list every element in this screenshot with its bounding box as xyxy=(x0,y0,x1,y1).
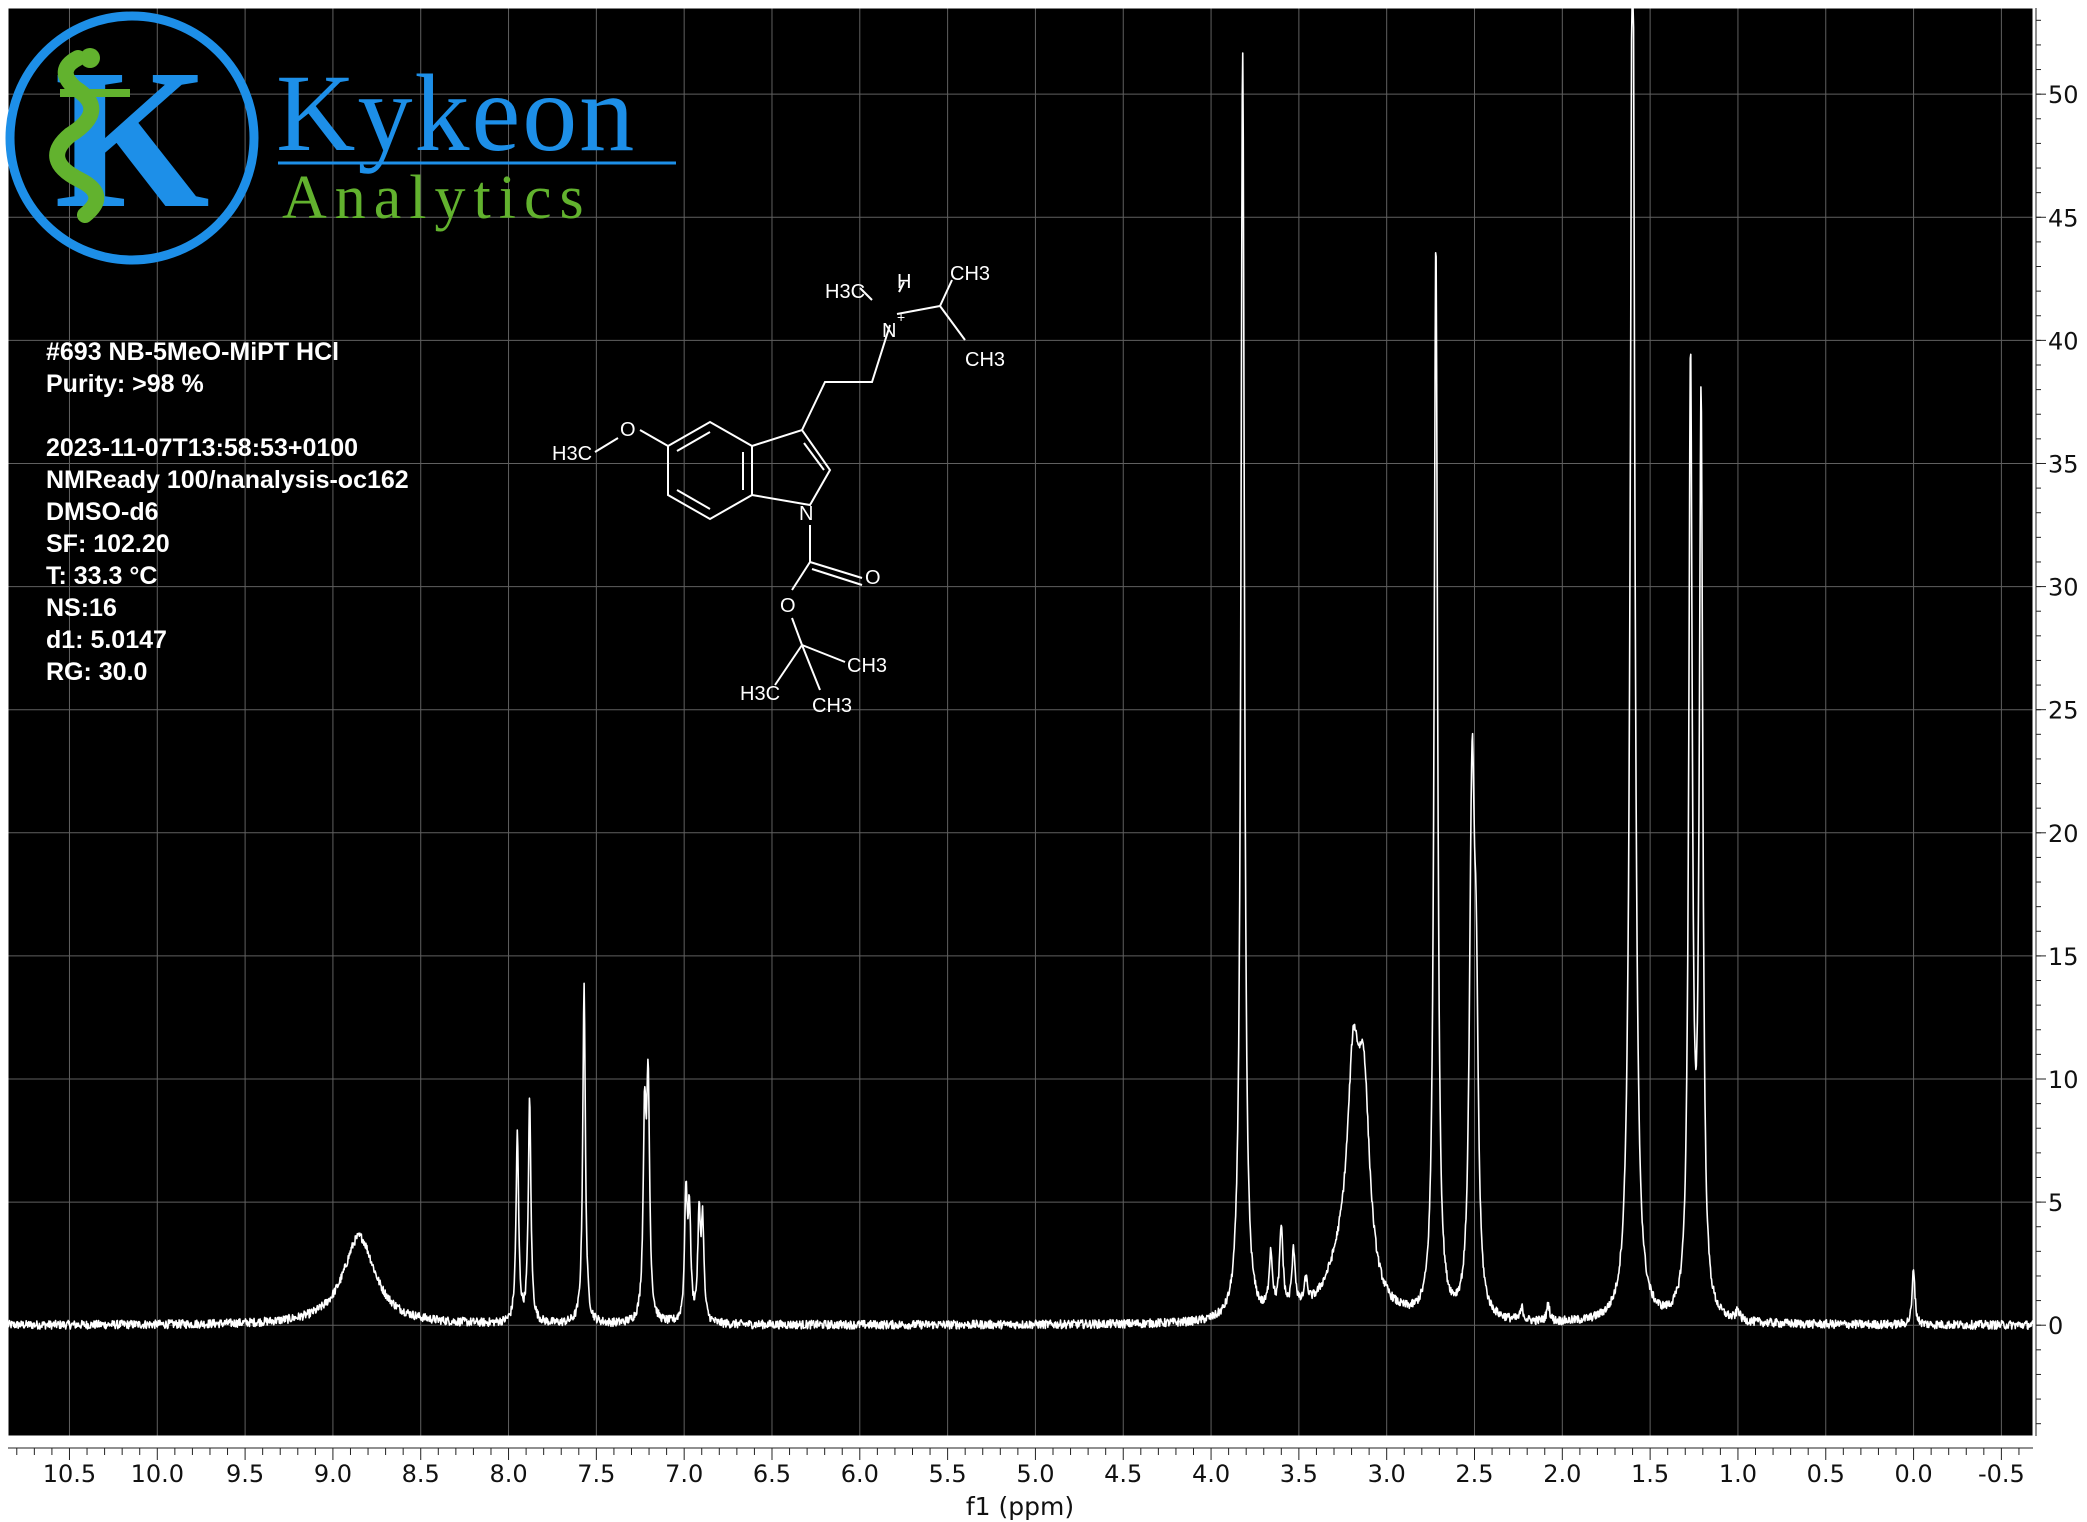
info-line: T: 33.3 °C xyxy=(46,562,157,590)
x-tick-label: 8.5 xyxy=(402,1460,440,1488)
y-tick-label: 40 xyxy=(2048,327,2079,355)
brand-name: Kykeon xyxy=(276,52,636,174)
x-tick-label: 2.5 xyxy=(1455,1460,1493,1488)
x-tick-label: 10.5 xyxy=(43,1460,96,1488)
molecule-bonds xyxy=(594,279,966,691)
molecule-structure: H3C O N O O H3C CH3 CH3 H3C H N + CH3 CH… xyxy=(552,263,1005,717)
x-tick-label: 7.0 xyxy=(665,1460,703,1488)
x-tick-label: 9.5 xyxy=(226,1460,264,1488)
y-tick-label: 30 xyxy=(2048,574,2079,602)
y-tick-label: 5 xyxy=(2048,1189,2063,1217)
y-axis: 0 5 10 15 20 25 30 35 40 45 50 xyxy=(2035,8,2079,1436)
x-axis-label: f1 (ppm) xyxy=(966,1492,1074,1521)
atom-label: CH3 xyxy=(847,655,887,677)
atom-label: H3C xyxy=(740,683,780,705)
info-line: SF: 102.20 xyxy=(46,530,170,558)
plot-frame xyxy=(7,7,2034,1437)
atom-label: H3C xyxy=(825,281,865,303)
info-line: 2023-11-07T13:58:53+0100 xyxy=(46,434,358,462)
y-tick-label: 20 xyxy=(2048,820,2079,848)
y-tick-label: 0 xyxy=(2048,1312,2063,1340)
atom-label: H3C xyxy=(552,443,592,465)
atom-label: O xyxy=(620,419,636,441)
x-tick-label: 6.0 xyxy=(841,1460,879,1488)
spectrum-trace xyxy=(7,7,2034,1330)
x-tick-label: 3.0 xyxy=(1368,1460,1406,1488)
x-axis: 10.5 10.0 9.5 9.0 8.5 8.0 7.5 7.0 6.5 6.0 5.5 5.0 4.… xyxy=(8,1447,2033,1488)
atom-label: N xyxy=(799,503,813,525)
x-tick-label: 3.5 xyxy=(1280,1460,1318,1488)
logo-snake-icon xyxy=(49,50,105,223)
atom-label: CH3 xyxy=(965,349,1005,371)
y-tick-label: 45 xyxy=(2048,204,2079,232)
info-line: RG: 30.0 xyxy=(46,658,147,686)
atom-label: + xyxy=(897,309,905,325)
info-line: NS:16 xyxy=(46,594,117,622)
y-tick-label: 25 xyxy=(2048,697,2079,725)
x-tick-label: 4.0 xyxy=(1192,1460,1230,1488)
logo-ring xyxy=(5,11,259,265)
logo-snake-head-icon xyxy=(80,48,100,68)
atom-label: CH3 xyxy=(950,263,990,285)
x-tick-label: 4.5 xyxy=(1104,1460,1142,1488)
atom-label: O xyxy=(865,567,881,589)
x-tick-label: 9.0 xyxy=(314,1460,352,1488)
x-tick-label: -0.5 xyxy=(1978,1460,2025,1488)
plot-area xyxy=(8,8,2033,1436)
info-line: NMReady 100/nanalysis-oc162 xyxy=(46,466,409,494)
atom-label: H xyxy=(897,271,911,293)
y-tick-label: 15 xyxy=(2048,943,2079,971)
x-tick-label: 2.0 xyxy=(1543,1460,1581,1488)
x-tick-label: 5.5 xyxy=(929,1460,967,1488)
info-line: d1: 5.0147 xyxy=(46,626,167,654)
sample-info-block: #693 NB-5MeO-MiPT HCl Purity: >98 % 2023… xyxy=(46,338,409,686)
info-line: #693 NB-5MeO-MiPT HCl xyxy=(46,338,339,366)
atom-label: O xyxy=(780,595,796,617)
atom-label: N xyxy=(882,320,896,342)
x-tick-label: 10.0 xyxy=(131,1460,184,1488)
info-line: Purity: >98 % xyxy=(46,370,204,398)
y-tick-label: 50 xyxy=(2048,81,2079,109)
x-tick-label: 8.0 xyxy=(489,1460,527,1488)
x-tick-label: 0.0 xyxy=(1894,1460,1932,1488)
x-tick-label: 5.0 xyxy=(1016,1460,1054,1488)
grid-lines xyxy=(8,8,2033,1436)
y-tick-label: 10 xyxy=(2048,1066,2079,1094)
x-tick-label: 6.5 xyxy=(753,1460,791,1488)
kykeon-logo: K Kykeon Analytics xyxy=(5,11,676,265)
y-tick-label: 35 xyxy=(2048,450,2079,478)
atom-label: CH3 xyxy=(812,695,852,717)
info-line: DMSO-d6 xyxy=(46,498,159,526)
x-tick-label: 1.0 xyxy=(1719,1460,1757,1488)
x-tick-label: 7.5 xyxy=(577,1460,615,1488)
brand-subtitle: Analytics xyxy=(282,164,592,232)
x-tick-label: 0.5 xyxy=(1807,1460,1845,1488)
x-tick-label: 1.5 xyxy=(1631,1460,1669,1488)
